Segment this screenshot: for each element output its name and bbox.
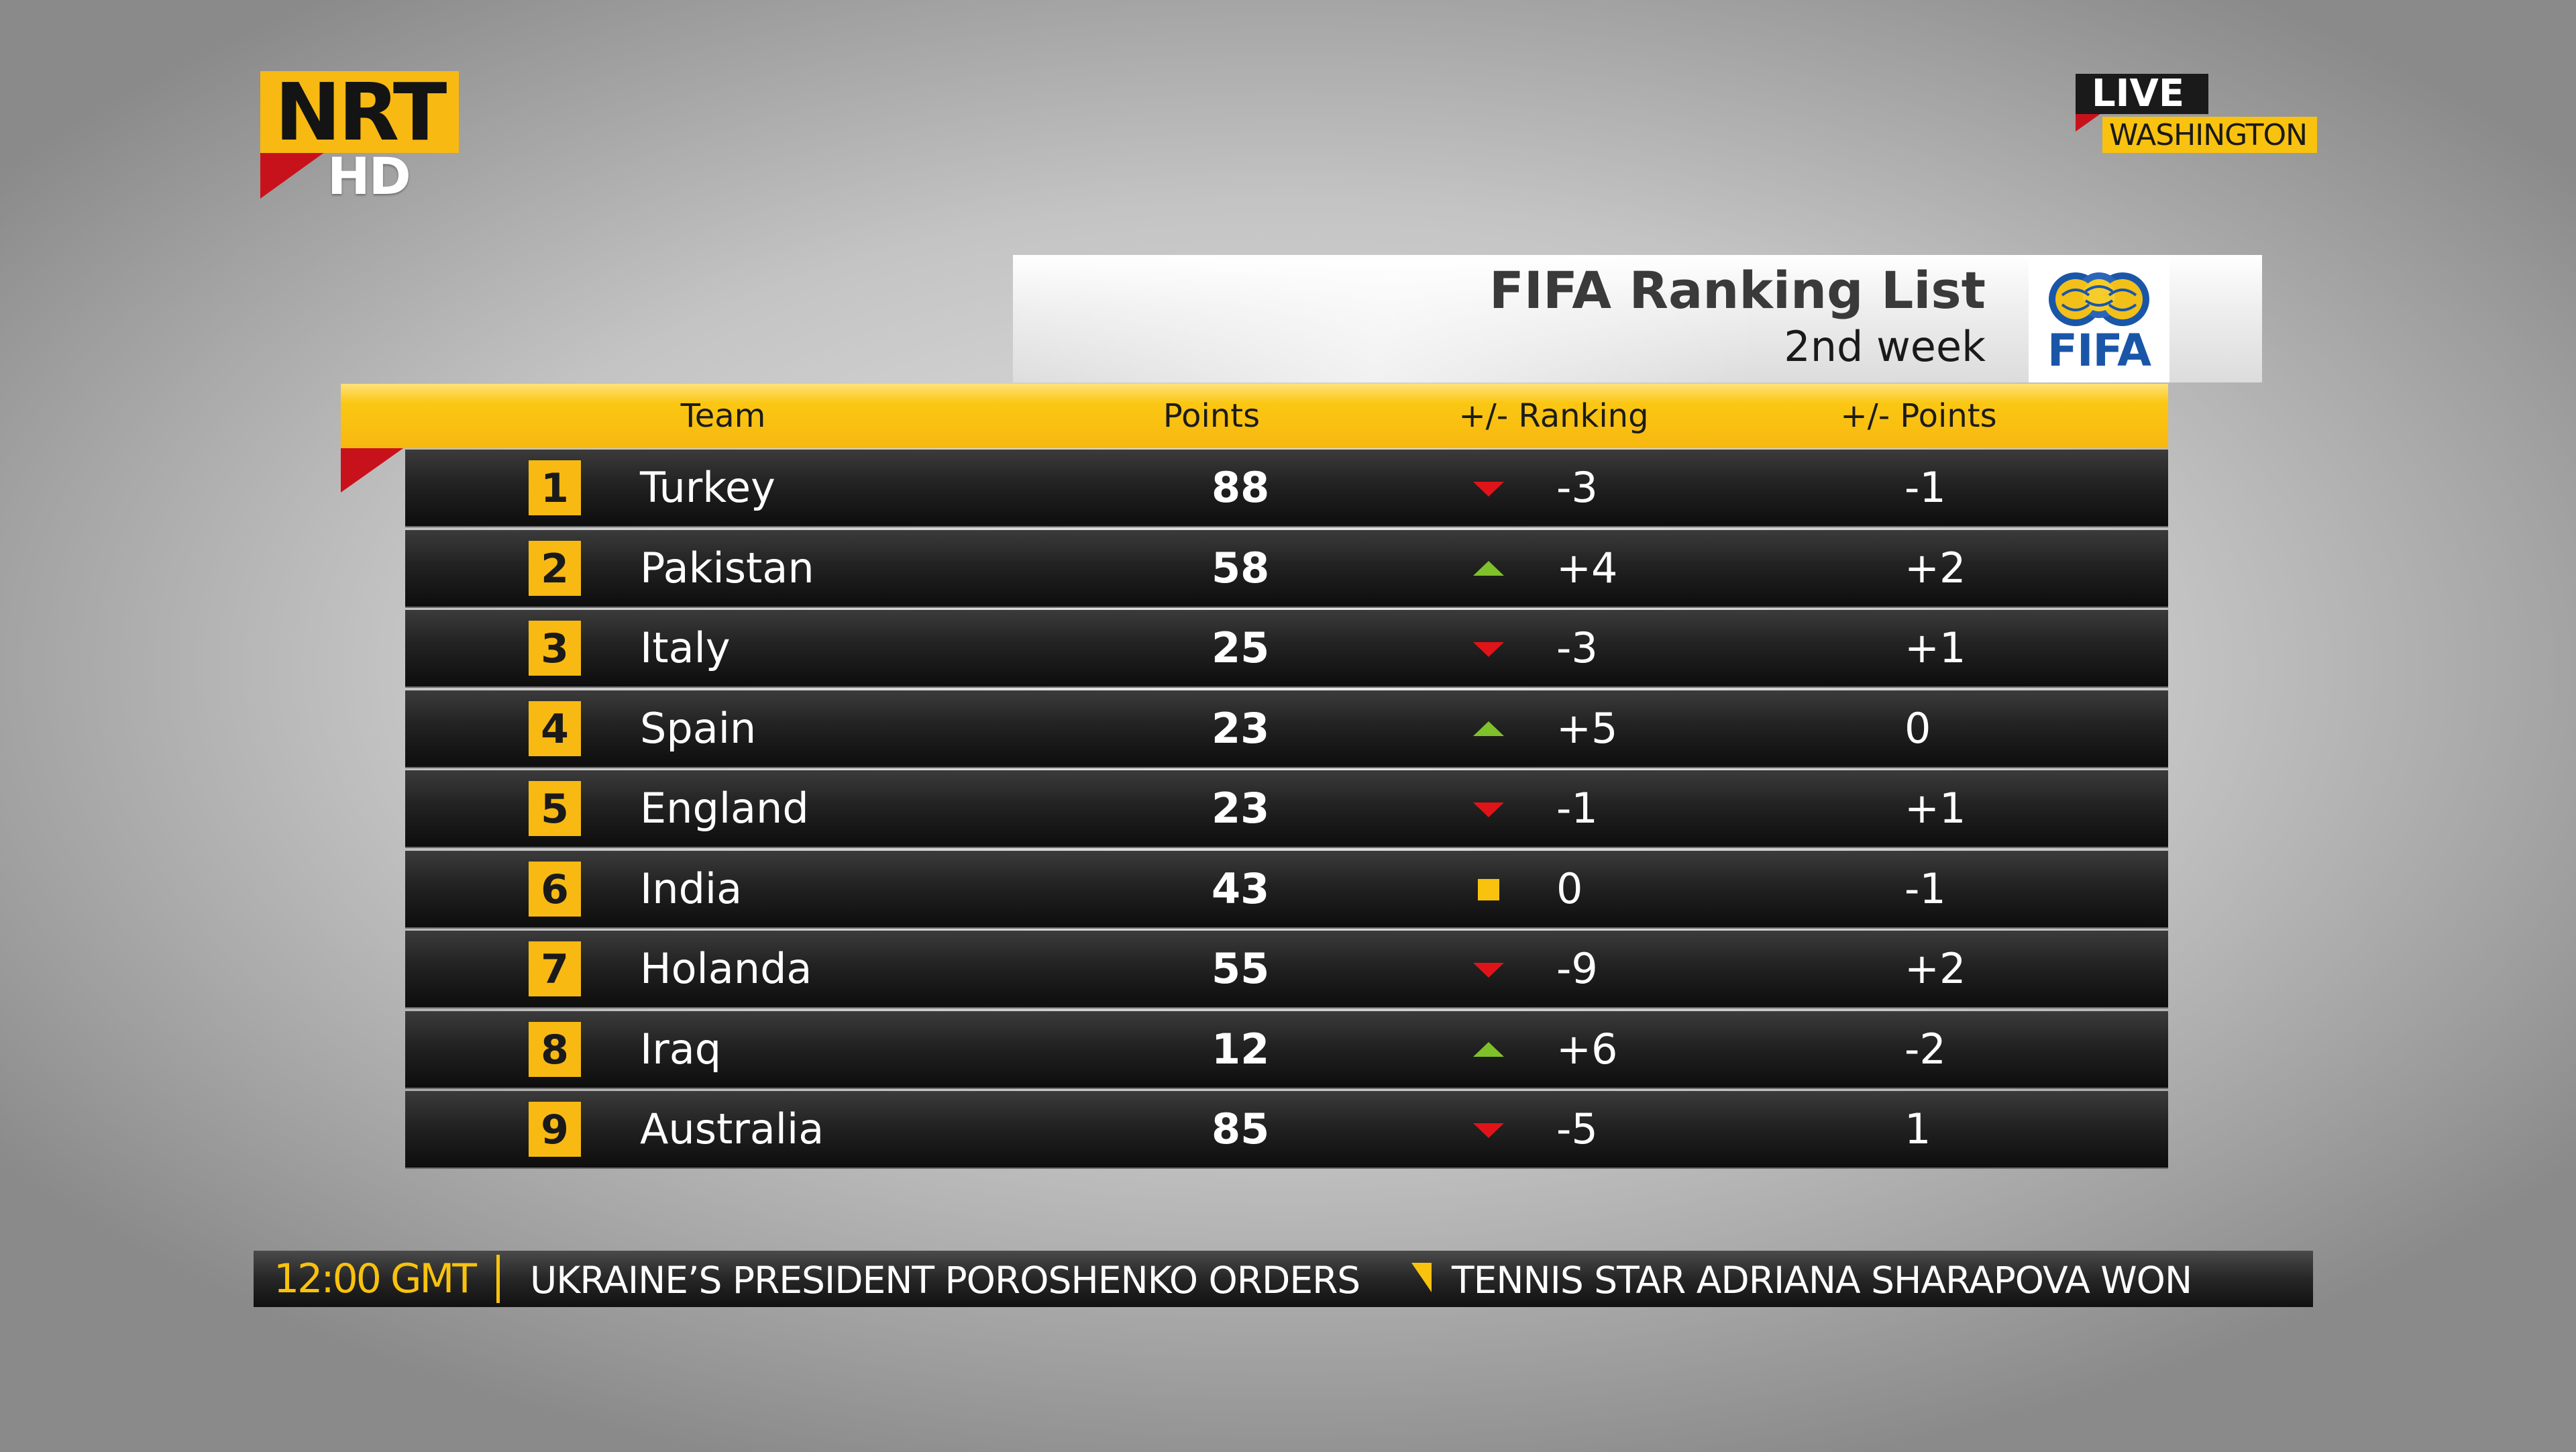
header-points: Points (1163, 397, 1260, 435)
trend-same-icon (1478, 878, 1499, 900)
table-row: 9 Australia 85 -5 1 (405, 1091, 2168, 1168)
table-header: Team Points +/- Ranking +/- Points (341, 384, 2168, 448)
trend-down-icon (1473, 963, 1504, 978)
ranking-table: 1 Turkey 88 -3 -1 2 Pakistan 58 +4 +2 3 … (405, 450, 2168, 1172)
team-name: Holanda (640, 944, 812, 993)
team-name: Pakistan (640, 543, 814, 592)
trend-up-icon (1473, 721, 1504, 736)
table-row: 1 Turkey 88 -3 -1 (405, 450, 2168, 526)
live-label: LIVE (2092, 72, 2185, 115)
news-ticker: 12:00 GMT UKRAINE’S PRESIDENT POROSHENKO… (254, 1251, 2313, 1307)
table-row: 2 Pakistan 58 +4 +2 (405, 529, 2168, 607)
header-ranking-change: +/- Ranking (1458, 397, 1649, 435)
trend-up-icon (1473, 560, 1504, 576)
panel-subtitle: 2nd week (1784, 322, 1986, 371)
ticker-separator (496, 1255, 500, 1303)
logo-hd-text: HD (327, 146, 411, 206)
fifa-logo: FIFA (2029, 255, 2169, 382)
header-points-change: +/- Points (1840, 397, 1997, 435)
team-name: Australia (640, 1104, 824, 1153)
header-red-accent (341, 447, 405, 492)
team-name: Italy (640, 623, 731, 672)
team-name: Spain (640, 703, 757, 753)
trend-down-icon (1473, 1123, 1504, 1138)
trend-down-icon (1473, 642, 1504, 657)
table-row: 7 Holanda 55 -9 +2 (405, 931, 2168, 1007)
rank-number: 2 (529, 540, 581, 596)
trend-down-icon (1473, 482, 1504, 497)
live-label-box: LIVE (2076, 74, 2208, 114)
team-name: Iraq (640, 1024, 722, 1074)
rank-number: 1 (529, 460, 581, 515)
rank-number: 3 (529, 621, 581, 676)
header-team: Team (680, 397, 766, 435)
trend-down-icon (1473, 802, 1504, 817)
team-name: India (640, 864, 743, 913)
rank-number: 8 (529, 1021, 581, 1077)
team-name: England (640, 784, 809, 833)
table-row: 3 Italy 25 -3 +1 (405, 610, 2168, 686)
logo-yellow-block: NRT (260, 66, 459, 158)
ticker-headline: TENNIS STAR ADRIANA SHARAPOVA WON (1452, 1259, 2192, 1302)
rank-number: 7 (529, 941, 581, 996)
fifa-logo-text: FIFA (2047, 325, 2151, 376)
live-location: WASHINGTON (2109, 118, 2308, 152)
team-name: Turkey (640, 463, 775, 512)
rank-number: 5 (529, 781, 581, 836)
fifa-globes-icon (2049, 272, 2149, 326)
table-row: 4 Spain 23 +5 0 (405, 690, 2168, 767)
ticker-time: 12:00 GMT (274, 1255, 477, 1302)
rank-number: 6 (529, 861, 581, 917)
title-panel: FIFA Ranking List 2nd week FIFA (1013, 255, 2262, 382)
live-badge: LIVE WASHINGTON (2076, 74, 2320, 154)
rank-number: 9 (529, 1102, 581, 1157)
live-location-box: WASHINGTON (2102, 117, 2317, 153)
table-row: 6 India 43 0 -1 (405, 850, 2168, 927)
ticker-divider-icon (1411, 1263, 1432, 1292)
ticker-headline: UKRAINE’S PRESIDENT POROSHENKO ORDERS (530, 1259, 1360, 1302)
panel-title: FIFA Ranking List (1489, 260, 1986, 320)
table-row: 8 Iraq 12 +6 -2 (405, 1010, 2168, 1088)
logo-brand-text: NRT (274, 66, 447, 158)
table-row: 5 England 23 -1 +1 (405, 770, 2168, 847)
rank-number: 4 (529, 701, 581, 756)
channel-logo: NRT HD (260, 66, 462, 206)
trend-up-icon (1473, 1041, 1504, 1057)
